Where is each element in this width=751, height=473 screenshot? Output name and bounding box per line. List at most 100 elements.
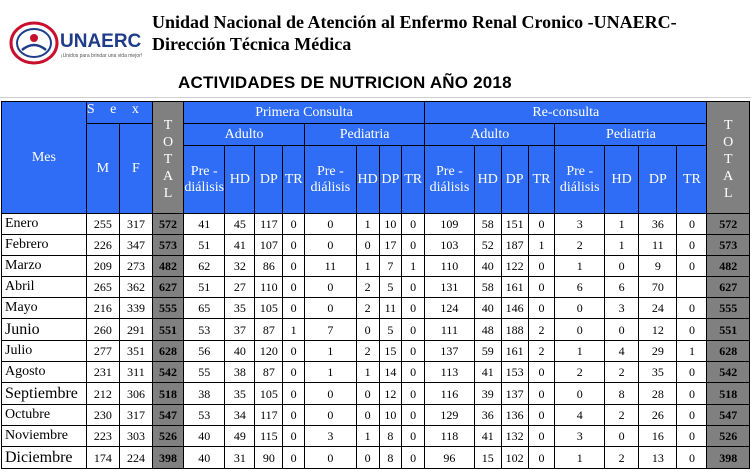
rc-a-pre-cell: 129: [424, 404, 475, 426]
pc-a-dp-cell: 107: [254, 234, 284, 256]
rc-a-tr-cell: 2: [527, 318, 556, 341]
m-cell: 260: [85, 318, 120, 341]
rc-a-pre-cell: 109: [424, 213, 475, 235]
total2-cell: 555: [706, 297, 750, 319]
table-row: Abril 265 362 627 51 27 110 0 0 2 5 0 131 58 161 0 6 6 70 6…: [1, 276, 750, 298]
rc-p-hd-cell: 3: [604, 297, 640, 319]
rc-a-hd-cell: 58: [473, 213, 502, 235]
pc-a-hd-cell: 49: [224, 425, 256, 447]
col-header-rc-pediatria: Pediatria: [554, 123, 708, 146]
pc-p-tr-cell: 0: [401, 361, 426, 383]
total-cell: 572: [151, 213, 185, 235]
pc-a-dp-cell: 115: [254, 425, 284, 447]
rc-a-tr-cell: 0: [527, 404, 556, 426]
total-cell: 482: [151, 255, 185, 277]
pc-a-hd-cell: 35: [224, 297, 256, 319]
rc-p-tr-cell: [676, 276, 708, 298]
pc-p-hd-cell: 1: [355, 361, 380, 383]
rc-a-dp-cell: 146: [500, 297, 529, 319]
col-header-pc-p-dp: DP: [378, 145, 403, 214]
pc-p-dp-cell: 11: [378, 297, 403, 319]
pc-a-hd-cell: 37: [224, 318, 256, 341]
col-header-pc-a-prediálisis: Pre - diálisis: [183, 145, 226, 214]
pc-p-tr-cell: 0: [401, 425, 426, 447]
pc-p-pre-cell: 0: [304, 297, 357, 319]
rc-a-hd-cell: 41: [473, 361, 502, 383]
rc-p-dp-cell: 12: [638, 318, 678, 341]
pc-a-dp-cell: 110: [254, 276, 284, 298]
f-cell: 362: [118, 276, 154, 298]
table-row: Octubre 230 317 547 53 34 117 0 0 0 10 0 129 36 136 0 4 2…: [1, 404, 750, 426]
col-header-mes: Mes: [1, 101, 87, 214]
rc-a-hd-cell: 40: [473, 255, 502, 277]
table-row: Agosto 231 311 542 55 38 87 0 1 1 14 0 113 41 153 0 2 2 35…: [1, 361, 750, 383]
rc-p-pre-cell: 3: [554, 213, 606, 235]
rc-a-hd-cell: 48: [473, 318, 502, 341]
logo-tagline: ¡Unidos para brindar una vida mejor!: [61, 53, 142, 59]
col-header-reconsulta: Re-consulta: [424, 101, 708, 124]
pc-p-pre-cell: 0: [304, 213, 357, 235]
pc-p-dp-cell: 10: [378, 404, 403, 426]
pc-p-pre-cell: 0: [304, 276, 357, 298]
rc-p-pre-cell: 0: [554, 297, 606, 319]
m-cell: 223: [85, 425, 120, 447]
rc-a-pre-cell: 110: [424, 255, 475, 277]
pc-a-pre-cell: 41: [183, 213, 226, 235]
month-cell: Diciembre: [1, 446, 87, 469]
rc-p-dp-cell: 70: [638, 276, 678, 298]
rc-p-tr-cell: 0: [676, 234, 708, 256]
pc-a-tr-cell: 0: [282, 340, 306, 362]
total-cell: 526: [151, 425, 185, 447]
pc-a-pre-cell: 51: [183, 276, 226, 298]
rc-a-pre-cell: 118: [424, 425, 475, 447]
rc-p-pre-cell: 1: [554, 340, 606, 362]
rc-p-dp-cell: 13: [638, 446, 678, 469]
rc-p-hd-cell: 8: [604, 382, 640, 405]
total2-cell: 526: [706, 425, 750, 447]
m-cell: 216: [85, 297, 120, 319]
rc-p-dp-cell: 35: [638, 361, 678, 383]
rc-p-pre-cell: 4: [554, 404, 606, 426]
month-cell: Febrero: [1, 234, 87, 256]
pc-p-hd-cell: 0: [355, 382, 380, 405]
rc-p-tr-cell: 0: [676, 425, 708, 447]
pc-a-tr-cell: 0: [282, 276, 306, 298]
f-cell: 339: [118, 297, 154, 319]
rc-p-hd-cell: 2: [604, 404, 640, 426]
total2-cell: 573: [706, 234, 750, 256]
pc-a-dp-cell: 87: [254, 361, 284, 383]
pc-a-tr-cell: 0: [282, 425, 306, 447]
rc-p-dp-cell: 36: [638, 213, 678, 235]
rc-a-tr-cell: 0: [527, 425, 556, 447]
table-row: Junio 260 291 551 53 37 87 1 7 0 5 0 111 48 188 2 0 0 12 0 5…: [1, 318, 750, 341]
rc-a-hd-cell: 36: [473, 404, 502, 426]
pc-a-dp-cell: 87: [254, 318, 284, 341]
table-row: Julio 277 351 628 56 40 120 0 1 2 15 0 137 59 161 2 1 4 29…: [1, 340, 750, 362]
rc-p-hd-cell: 1: [604, 213, 640, 235]
pc-p-dp-cell: 12: [378, 382, 403, 405]
pc-a-tr-cell: 0: [282, 404, 306, 426]
rc-a-dp-cell: 153: [500, 361, 529, 383]
m-cell: 174: [85, 446, 120, 469]
rc-p-hd-cell: 0: [604, 255, 640, 277]
col-header-primera-consulta: Primera Consulta: [183, 101, 426, 124]
rc-a-dp-cell: 136: [500, 404, 529, 426]
pc-p-pre-cell: 0: [304, 382, 357, 405]
pc-p-dp-cell: 10: [378, 213, 403, 235]
rc-a-pre-cell: 116: [424, 382, 475, 405]
rc-a-pre-cell: 113: [424, 361, 475, 383]
f-cell: 317: [118, 213, 154, 235]
rc-a-tr-cell: 0: [527, 297, 556, 319]
month-cell: Agosto: [1, 361, 87, 383]
org-subtitle: Dirección Técnica Médica: [152, 34, 352, 54]
pc-a-dp-cell: 117: [254, 213, 284, 235]
table-row: Enero 255 317 572 41 45 117 0 0 1 10 0 109 58 151 0 3 1 36…: [1, 213, 750, 235]
pc-p-pre-cell: 7: [304, 318, 357, 341]
rc-a-dp-cell: 137: [500, 382, 529, 405]
total-cell: 551: [151, 318, 185, 341]
org-title: Unidad Nacional de Atención al Enfermo R…: [152, 12, 677, 32]
pc-p-dp-cell: 17: [378, 234, 403, 256]
pc-a-tr-cell: 0: [282, 297, 306, 319]
total-cell: 398: [151, 446, 185, 469]
table-row: Mayo 216 339 555 65 35 105 0 0 2 11 0 124 40 146 0 0 3 24 0…: [1, 297, 750, 319]
